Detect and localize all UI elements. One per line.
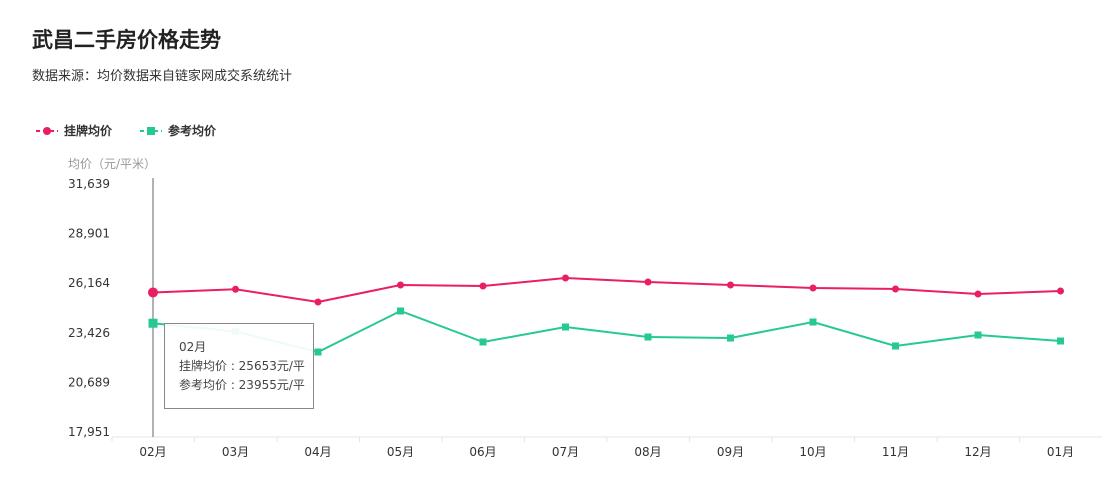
- data-point: [314, 298, 322, 306]
- y-axis-label: 均价（元/平米）: [68, 157, 156, 171]
- tooltip-line-reference: 参考均价 : 23955元/平: [179, 378, 305, 392]
- tooltip-line-listing: 挂牌均价 : 25653元/平: [179, 359, 305, 373]
- data-point: [562, 323, 569, 331]
- square-marker-icon: [140, 126, 163, 135]
- x-tick-label: 10月: [799, 445, 826, 459]
- x-tick-label: 11月: [882, 445, 909, 459]
- data-point: [479, 338, 487, 346]
- data-point: [727, 281, 734, 289]
- data-point: [314, 348, 322, 356]
- x-tick-label: 09月: [717, 445, 744, 459]
- data-point: [148, 287, 158, 298]
- x-tick-label: 05月: [387, 445, 414, 459]
- x-tick-label: 08月: [634, 445, 661, 459]
- data-point: [809, 284, 817, 292]
- circle-marker-icon: [36, 126, 58, 135]
- x-tick-label: 12月: [964, 445, 991, 459]
- y-tick-label: 17,951: [68, 425, 110, 439]
- data-point: [644, 278, 652, 286]
- y-tick-label: 23,426: [68, 326, 110, 340]
- data-point: [892, 285, 899, 293]
- data-point: [397, 307, 404, 315]
- page-subtitle: 数据来源：均价数据来自链家网成交系统统计: [32, 69, 293, 84]
- data-point: [479, 282, 487, 290]
- data-point: [974, 290, 982, 298]
- data-point: [892, 342, 899, 350]
- y-tick-label: 26,164: [68, 276, 110, 290]
- data-point: [232, 285, 239, 293]
- x-tick-label: 06月: [469, 445, 496, 459]
- y-tick-label: 28,901: [68, 227, 110, 241]
- series-line-0: [152, 277, 1061, 304]
- legend-item-reference[interactable]: 参考均价: [140, 122, 216, 139]
- data-point: [727, 334, 734, 342]
- data-point: [397, 281, 404, 289]
- x-tick-label: 04月: [304, 445, 331, 459]
- data-point: [1057, 287, 1064, 295]
- x-tick-label: 03月: [222, 445, 249, 459]
- x-tick-label: 01月: [1047, 445, 1074, 459]
- legend-label: 挂牌均价: [64, 124, 113, 138]
- tooltip-title: 02月: [179, 340, 207, 354]
- data-point: [974, 331, 982, 339]
- y-tick-label: 31,639: [68, 177, 110, 191]
- data-point: [148, 318, 158, 328]
- y-tick-label: 20,689: [68, 375, 110, 389]
- data-point: [644, 333, 652, 341]
- legend-label: 参考均价: [168, 124, 217, 138]
- x-tick-label: 07月: [552, 445, 579, 459]
- page-title: 武昌二手房价格走势: [32, 28, 221, 52]
- legend: 挂牌均价 参考均价: [36, 122, 216, 139]
- data-point: [1057, 337, 1064, 345]
- x-tick-label: 02月: [139, 445, 166, 459]
- data-point: [809, 318, 817, 326]
- tooltip: 02月 挂牌均价 : 25653元/平 参考均价 : 23955元/平: [164, 323, 314, 409]
- legend-item-listing[interactable]: 挂牌均价: [36, 122, 112, 139]
- data-point: [562, 274, 569, 282]
